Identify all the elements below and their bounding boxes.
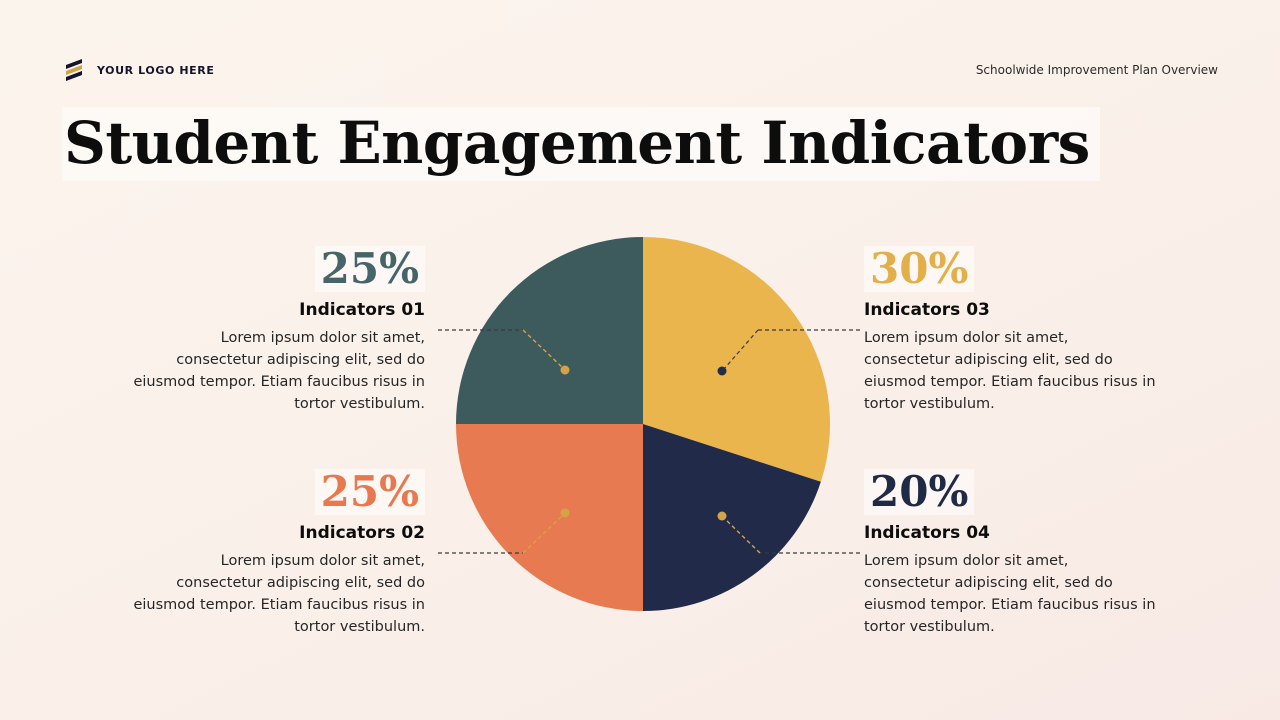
logo: YOUR LOGO HERE	[62, 58, 214, 82]
page-title: Student Engagement Indicators	[62, 107, 1100, 181]
indicator-03-body: Lorem ipsum dolor sit amet, consectetur …	[864, 330, 1156, 413]
indicator-01-label: Indicators 01	[299, 300, 425, 321]
indicator-02-label: Indicators 02	[299, 523, 425, 544]
indicator-04-body: Lorem ipsum dolor sit amet, consectetur …	[864, 553, 1156, 636]
indicator-04-label: Indicators 04	[864, 523, 990, 544]
pie-slice-indicators-02	[456, 424, 643, 611]
header-subtitle: Schoolwide Improvement Plan Overview	[975, 63, 1218, 77]
indicator-block-01: 25% Indicators 01 Lorem ipsum dolor sit …	[133, 245, 425, 415]
indicator-01-body: Lorem ipsum dolor sit amet, consectetur …	[133, 330, 425, 413]
indicator-03-label: Indicators 03	[864, 300, 990, 321]
header: YOUR LOGO HERE Schoolwide Improvement Pl…	[62, 58, 1218, 84]
indicator-04-percent: 20%	[864, 468, 975, 516]
indicator-03-percent: 30%	[864, 245, 975, 293]
logo-icon	[66, 59, 82, 81]
logo-text: YOUR LOGO HERE	[97, 63, 215, 77]
indicator-01-percent: 25%	[314, 245, 425, 293]
pie-chart	[456, 237, 830, 611]
indicator-02-body: Lorem ipsum dolor sit amet, consectetur …	[133, 553, 425, 636]
indicator-block-03: 30% Indicators 03 Lorem ipsum dolor sit …	[864, 245, 1156, 415]
pie-slice-indicators-01	[456, 237, 643, 424]
pie-chart-svg	[456, 237, 830, 611]
indicator-block-02: 25% Indicators 02 Lorem ipsum dolor sit …	[133, 468, 425, 638]
page-title-text: Student Engagement Indicators	[62, 107, 1100, 181]
indicator-block-04: 20% Indicators 04 Lorem ipsum dolor sit …	[864, 468, 1156, 638]
indicator-02-percent: 25%	[314, 468, 425, 516]
